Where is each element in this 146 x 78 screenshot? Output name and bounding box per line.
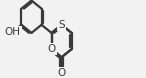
Text: O: O bbox=[47, 44, 56, 54]
Text: O: O bbox=[57, 68, 66, 78]
Text: S: S bbox=[58, 20, 65, 30]
Text: OH: OH bbox=[5, 27, 21, 37]
